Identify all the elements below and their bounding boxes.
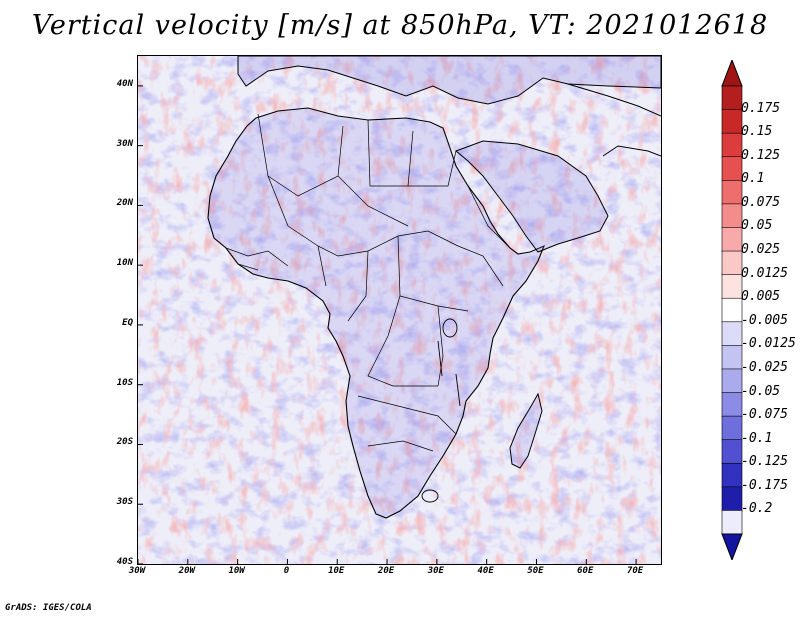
colorbar-level-label: -0.1 — [741, 430, 773, 446]
colorbar-level-label: -0.2 — [741, 501, 773, 517]
colorbar-bin — [721, 392, 743, 417]
lon-label: 20E — [377, 566, 395, 576]
colorbar-bin — [721, 180, 743, 205]
grads-credit: GrADS: IGES/COLA — [5, 603, 92, 613]
lon-label: 10W — [228, 566, 245, 576]
colorbar-level-label: 0.0125 — [741, 265, 788, 281]
colorbar-bin — [721, 250, 743, 276]
lat-label: 10N — [116, 258, 133, 269]
colorbar-level-label: -0.05 — [741, 383, 781, 399]
colorbar-level-label: 0.125 — [741, 147, 781, 163]
plot-title: Vertical velocity [m/s] at 850hPa, VT: 2… — [31, 10, 769, 41]
lon-label: 20W — [178, 566, 195, 576]
lat-tick-marks — [138, 85, 143, 564]
madagascar — [509, 392, 543, 469]
lon-label: 70E — [626, 566, 644, 576]
lon-tick-marks — [138, 559, 637, 564]
colorbar-bin — [721, 156, 743, 182]
colorbar-level-label: -0.075 — [741, 407, 788, 423]
colorbar-level-label: 0.05 — [741, 218, 773, 234]
lon-label: 60E — [577, 566, 594, 576]
iran-region — [567, 83, 661, 157]
lat-label: 20S — [116, 437, 133, 448]
colorbar-level-label: 0.075 — [741, 194, 781, 210]
lat-label: 30S — [116, 497, 133, 508]
vertical-velocity-field — [138, 56, 661, 564]
lat-label: 30N — [116, 138, 133, 149]
lon-label: 10E — [328, 566, 345, 576]
lon-label: 0 — [283, 566, 290, 576]
lon-label: 30E — [427, 566, 444, 576]
colorbar-bin — [721, 203, 743, 229]
arabian-peninsula — [455, 140, 609, 253]
colorbar-top-arrow — [721, 60, 743, 87]
colorbar-bottom-arrow — [721, 533, 743, 560]
lon-label: 40E — [477, 566, 494, 576]
colorbar-level-label: -0.025 — [741, 359, 788, 375]
lat-label: 20N — [116, 198, 133, 209]
colorbar-bin — [721, 345, 743, 370]
colorbar-bin — [721, 132, 743, 158]
colorbar-level-label: 0.1 — [741, 171, 765, 187]
lat-label: 40N — [116, 78, 133, 89]
europe-coast — [237, 56, 661, 105]
lat-label: 10S — [116, 377, 133, 388]
colorbar-level-label: 0.175 — [741, 100, 781, 116]
country-borders — [225, 113, 511, 452]
colorbar-bin — [721, 439, 743, 465]
map-panel — [137, 55, 662, 565]
colorbar-bin — [721, 297, 743, 323]
colorbar-bin — [721, 321, 743, 347]
colorbar-level-label: 0.15 — [741, 124, 773, 140]
colorbar-bin — [721, 486, 743, 512]
lon-label: 30W — [128, 566, 146, 576]
colorbar-level-label: -0.125 — [741, 454, 788, 470]
colorbar-bin — [721, 368, 743, 394]
africa-coastline — [207, 107, 546, 519]
lakes — [421, 318, 461, 503]
colorbar-bin — [721, 109, 743, 134]
lat-label: 40S — [116, 557, 133, 567]
colorbar-level-label: 0.025 — [741, 242, 781, 258]
colorbar-level-label: -0.0125 — [741, 336, 796, 352]
field-speckle — [138, 56, 661, 564]
colorbar-bin — [721, 227, 743, 252]
colorbar — [721, 60, 743, 560]
colorbar-bin — [721, 510, 743, 535]
lon-label: 50E — [527, 566, 544, 576]
colorbar-bin — [721, 415, 743, 441]
lat-label: EQ — [122, 317, 133, 328]
colorbar-level-label: 0.005 — [741, 289, 781, 305]
colorbar-bin — [721, 462, 743, 488]
colorbar-bin — [721, 274, 743, 300]
colorbar-level-label: -0.005 — [741, 312, 788, 328]
colorbar-level-label: -0.175 — [741, 477, 788, 493]
colorbar-bin — [721, 85, 743, 111]
